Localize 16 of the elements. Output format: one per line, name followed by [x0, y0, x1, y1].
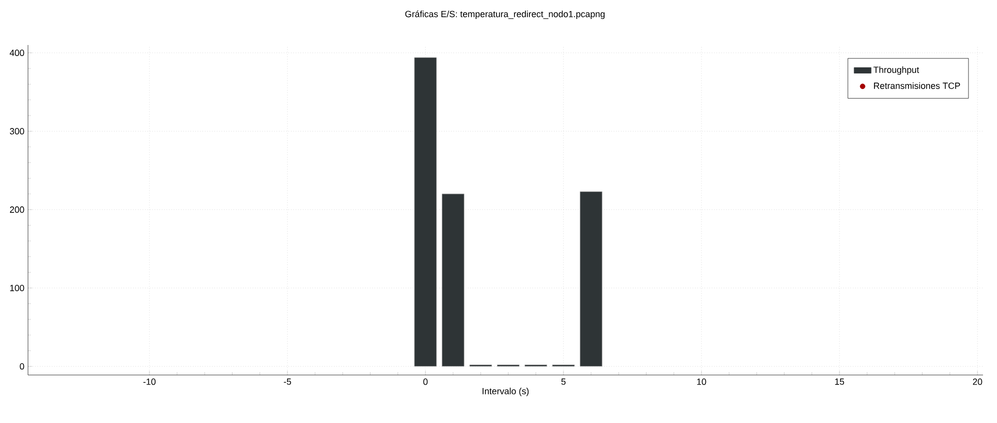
x-tick-label: -5	[284, 378, 292, 385]
x-tick-label: 5	[561, 378, 566, 385]
y-tick-label: 300	[10, 128, 24, 134]
y-tick-label: 0	[20, 363, 24, 370]
y-tick-label: 400	[10, 50, 24, 56]
x-tick-label: 15	[835, 378, 844, 385]
y-tick-label: 100	[10, 284, 24, 292]
x-tick-label: 20	[972, 378, 982, 385]
y-tick-label: 200	[10, 206, 24, 213]
x-tick-label: 0	[423, 378, 428, 385]
chart-title: Gráficas E/S: temperatura_redirect_nodo1.pcapng	[405, 10, 605, 19]
legend-label: Throughput	[873, 66, 920, 75]
x-tick-label: 10	[697, 378, 706, 385]
x-axis-title: Intervalo (s)	[482, 388, 529, 396]
x-tick-label: -10	[143, 378, 156, 385]
legend-label: Retransmisiones TCP	[874, 82, 960, 89]
